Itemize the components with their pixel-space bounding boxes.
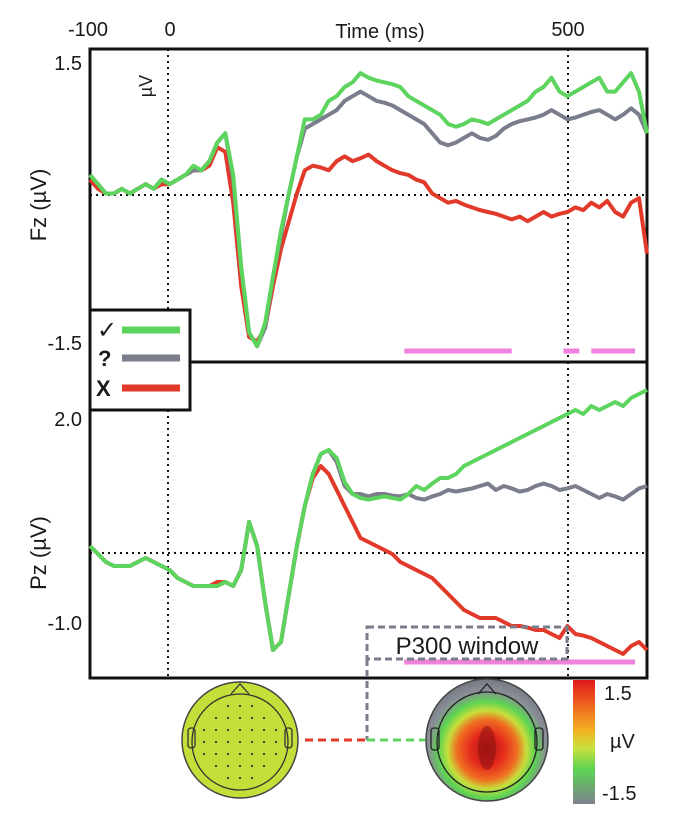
- fz-series-line-check: [88, 71, 649, 349]
- fz-y-tick-label-bottom: -1.5: [48, 333, 82, 355]
- electrode-dot: [238, 740, 242, 744]
- pz-panel-frame: [88, 360, 649, 680]
- electrode-dot: [238, 728, 242, 732]
- topomap-p300-outline: [436, 691, 538, 793]
- electrode-dot: [238, 776, 242, 780]
- electrode-dot: [214, 764, 218, 768]
- colorbar-label-min: -1.5: [602, 783, 636, 805]
- topomap-baseline-ear-right: [284, 727, 293, 749]
- electrode-dot: [274, 740, 278, 744]
- fz-unit-label: µV: [136, 75, 156, 97]
- colorbar-label-unit: µV: [610, 731, 636, 753]
- electrode-dot: [262, 764, 266, 768]
- electrode-dot: [226, 764, 230, 768]
- legend: ✓ ? X: [88, 308, 192, 412]
- electrode-dot: [262, 740, 266, 744]
- pz-panel: 2.0 -1.0 Pz (µV): [26, 360, 649, 680]
- legend-symbol-check: ✓: [97, 317, 117, 344]
- electrode-dot: [274, 728, 278, 732]
- electrode-dot: [262, 716, 266, 720]
- pz-y-tick-label-top: 2.0: [54, 409, 82, 431]
- x-tick-label-0: 0: [164, 19, 175, 41]
- electrode-dot: [202, 752, 206, 756]
- electrode-dot: [226, 776, 230, 780]
- topomap-p300-ear-left: [430, 727, 440, 751]
- topomap-baseline-head: [181, 681, 299, 799]
- p300-window-label: P300 window: [396, 633, 539, 660]
- electrode-dot: [202, 740, 206, 744]
- topomap-baseline-nose: [230, 683, 250, 695]
- electrode-dot: [214, 728, 218, 732]
- electrode-dot: [262, 728, 266, 732]
- x-tick-label-500: 500: [551, 19, 584, 41]
- electrode-dot: [226, 752, 230, 756]
- electrode-dot: [274, 752, 278, 756]
- electrode-dot: [238, 752, 242, 756]
- electrode-dot: [262, 752, 266, 756]
- x-tick-label-neg100: -100: [68, 19, 108, 41]
- pz-series-line-check: [88, 388, 648, 652]
- fz-y-tick-label-top: 1.5: [54, 53, 82, 75]
- pz-y-tick-label-bottom: -1.0: [48, 613, 82, 635]
- electrode-dot: [226, 740, 230, 744]
- colorbar-scale: [573, 680, 595, 804]
- electrode-dot: [238, 704, 242, 708]
- electrode-dot: [250, 764, 254, 768]
- topomap-baseline: [181, 681, 299, 799]
- pz-y-axis-title: Pz (µV): [26, 516, 51, 590]
- topomap-p300-core: [478, 726, 496, 770]
- electrode-dot: [226, 716, 230, 720]
- electrode-dot: [250, 752, 254, 756]
- electrode-dot: [238, 716, 242, 720]
- fz-series-line-question: [88, 89, 649, 349]
- electrode-dot: [214, 740, 218, 744]
- electrode-dot: [250, 776, 254, 780]
- colorbar: 1.5 µV -1.5: [573, 680, 636, 805]
- electrode-dot: [226, 728, 230, 732]
- electrode-dot: [214, 752, 218, 756]
- electrode-dot: [214, 716, 218, 720]
- topomap-baseline-ear-left: [187, 727, 196, 749]
- electrode-dot: [250, 716, 254, 720]
- topomap-baseline-outline: [191, 693, 289, 791]
- topomap-p300: [425, 678, 549, 802]
- pz-series-line-question: [88, 448, 648, 652]
- electrode-dot: [250, 740, 254, 744]
- electrode-dot: [250, 704, 254, 708]
- colorbar-label-max: 1.5: [604, 683, 632, 705]
- electrode-dot: [202, 728, 206, 732]
- legend-symbol-x: X: [96, 376, 111, 401]
- electrode-dot: [226, 704, 230, 708]
- topomap-p300-nose: [477, 683, 497, 695]
- topomap-p300-ear-right: [534, 727, 544, 751]
- x-axis-title: Time (ms): [335, 21, 424, 43]
- p300-window-annotation: P300 window: [365, 625, 569, 740]
- electrode-dot: [238, 764, 242, 768]
- p300-window-box: [365, 625, 569, 661]
- electrode-dot: [250, 728, 254, 732]
- fz-y-axis-title: Fz (µV): [26, 169, 51, 242]
- legend-symbol-question: ?: [98, 346, 111, 371]
